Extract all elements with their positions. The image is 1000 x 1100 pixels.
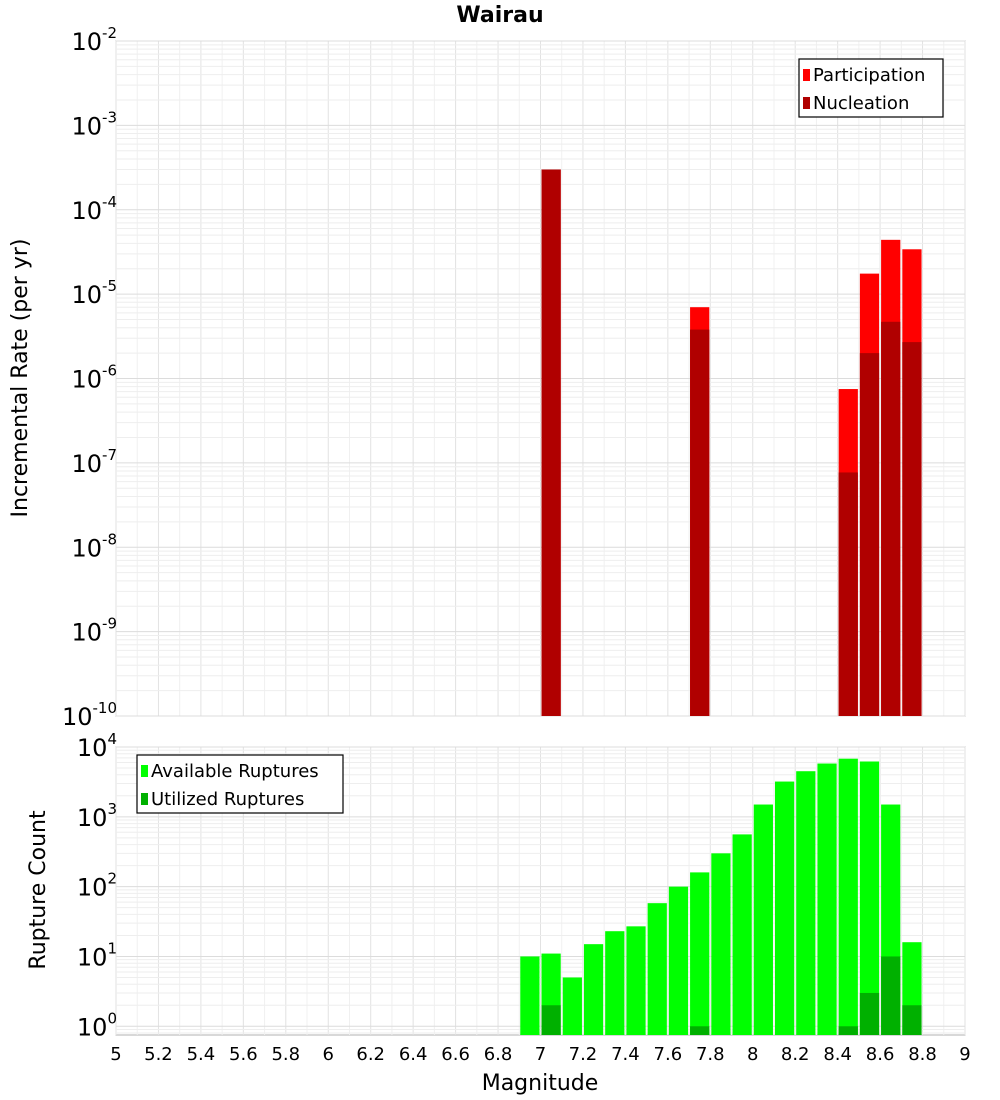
x-tick-label: 7.6 [654, 1044, 683, 1065]
y-tick-label: 10-10 [62, 699, 117, 731]
y-tick-label: 10-7 [71, 446, 117, 478]
bar-available-ruptures [647, 903, 667, 1035]
bar-utilized-ruptures [541, 1005, 561, 1035]
rate-y-ticks: 10-2 10-3 10-4 10-5 10-6 10-7 10-8 10-9 10-10 [62, 24, 117, 731]
rate-legend: Participation Nucleation [798, 58, 944, 118]
bar-available-ruptures [817, 763, 837, 1035]
y-tick-label: 102 [77, 870, 117, 902]
legend-swatch [141, 765, 148, 777]
x-tick-label: 6.2 [356, 1044, 385, 1065]
x-tick-label: 5 [110, 1044, 121, 1065]
x-tick-label: 6.8 [484, 1044, 513, 1065]
y-tick-label: 10-8 [71, 530, 117, 562]
bar-available-ruptures [838, 758, 858, 1035]
y-tick-label: 10-5 [71, 277, 117, 309]
count-y-axis-label: Rupture Count [26, 810, 51, 970]
x-tick-label: 8.4 [823, 1044, 852, 1065]
count-plot-bars [520, 758, 922, 1035]
rate-plot-grid [115, 40, 966, 717]
count-plot-panel: 100 101 102 103 104 Rupture Count Available … [26, 730, 971, 1096]
bar-nucleation [541, 169, 561, 716]
legend-label: Utilized Ruptures [151, 789, 304, 810]
legend-box [798, 58, 944, 118]
bar-available-ruptures [859, 761, 880, 1035]
x-tick-label: 6.6 [441, 1044, 470, 1065]
y-tick-label: 10-6 [71, 362, 117, 394]
x-tick-label: 5.8 [271, 1044, 300, 1065]
bar-available-ruptures [796, 771, 816, 1035]
x-tick-label: 9 [959, 1044, 970, 1065]
bar-nucleation [881, 321, 901, 716]
bar-utilized-ruptures [859, 992, 880, 1035]
x-tick-label: 6.4 [399, 1044, 428, 1065]
legend-label: Participation [813, 65, 925, 86]
legend-swatch [803, 97, 810, 109]
bar-nucleation [902, 342, 922, 716]
rate-plot-panel: 10-2 10-3 10-4 10-5 10-6 10-7 10-8 10-9 10-10 In… [8, 24, 966, 731]
x-tick-label: 8.6 [866, 1044, 895, 1065]
x-tick-label: 8.8 [908, 1044, 937, 1065]
bar-utilized-ruptures [838, 1026, 858, 1035]
y-tick-label: 103 [77, 800, 117, 832]
y-tick-label: 10-2 [71, 24, 117, 56]
magnitude-x-ticks: 5 5.2 5.4 5.6 5.8 6 6.2 6.4 6.6 6.8 7 7.2 7.4 7.6 7.8 8… [110, 1044, 970, 1065]
legend-swatch [141, 793, 148, 805]
x-tick-label: 7 [535, 1044, 546, 1065]
y-tick-label: 104 [77, 730, 117, 762]
bar-available-ruptures [520, 956, 540, 1035]
bar-nucleation [690, 329, 710, 716]
x-tick-label: 8 [747, 1044, 758, 1065]
bar-available-ruptures [774, 781, 795, 1035]
bar-nucleation [859, 353, 880, 716]
y-tick-label: 10-3 [71, 108, 117, 140]
legend-box [136, 754, 344, 814]
legend-label: Nucleation [813, 93, 909, 114]
x-tick-label: 7.8 [696, 1044, 725, 1065]
x-tick-label: 7.2 [569, 1044, 598, 1065]
bar-available-ruptures [668, 886, 689, 1035]
bar-utilized-ruptures [881, 956, 901, 1035]
rate-plot-bars [541, 169, 922, 716]
count-legend: Available Ruptures Utilized Ruptures [136, 754, 344, 814]
y-tick-label: 101 [77, 939, 117, 971]
y-tick-label: 10-4 [71, 193, 117, 225]
x-tick-label: 5.6 [229, 1044, 258, 1065]
bar-utilized-ruptures [690, 1026, 710, 1035]
count-y-ticks: 100 101 102 103 104 [77, 730, 117, 1041]
bar-utilized-ruptures [902, 1005, 922, 1035]
bar-available-ruptures [583, 944, 604, 1035]
y-tick-label: 100 [77, 1009, 117, 1041]
x-tick-label: 8.2 [781, 1044, 810, 1065]
legend-label: Available Ruptures [151, 761, 319, 782]
x-tick-label: 7.4 [611, 1044, 640, 1065]
bar-available-ruptures [626, 926, 646, 1035]
x-tick-label: 6 [323, 1044, 334, 1065]
x-tick-label: 5.4 [187, 1044, 216, 1065]
legend-swatch [803, 69, 810, 81]
bar-available-ruptures [753, 804, 773, 1035]
bar-nucleation [838, 472, 858, 716]
x-axis-label: Magnitude [482, 1071, 599, 1096]
bar-available-ruptures [732, 834, 752, 1035]
bar-available-ruptures [562, 977, 582, 1035]
chart-title: Wairau [456, 3, 543, 28]
bar-available-ruptures [690, 872, 710, 1035]
rate-y-axis-label: Incremental Rate (per yr) [8, 239, 33, 518]
bar-available-ruptures [711, 853, 731, 1035]
y-tick-label: 10-9 [71, 615, 117, 647]
bar-available-ruptures [605, 931, 625, 1035]
x-tick-label: 5.2 [144, 1044, 173, 1065]
